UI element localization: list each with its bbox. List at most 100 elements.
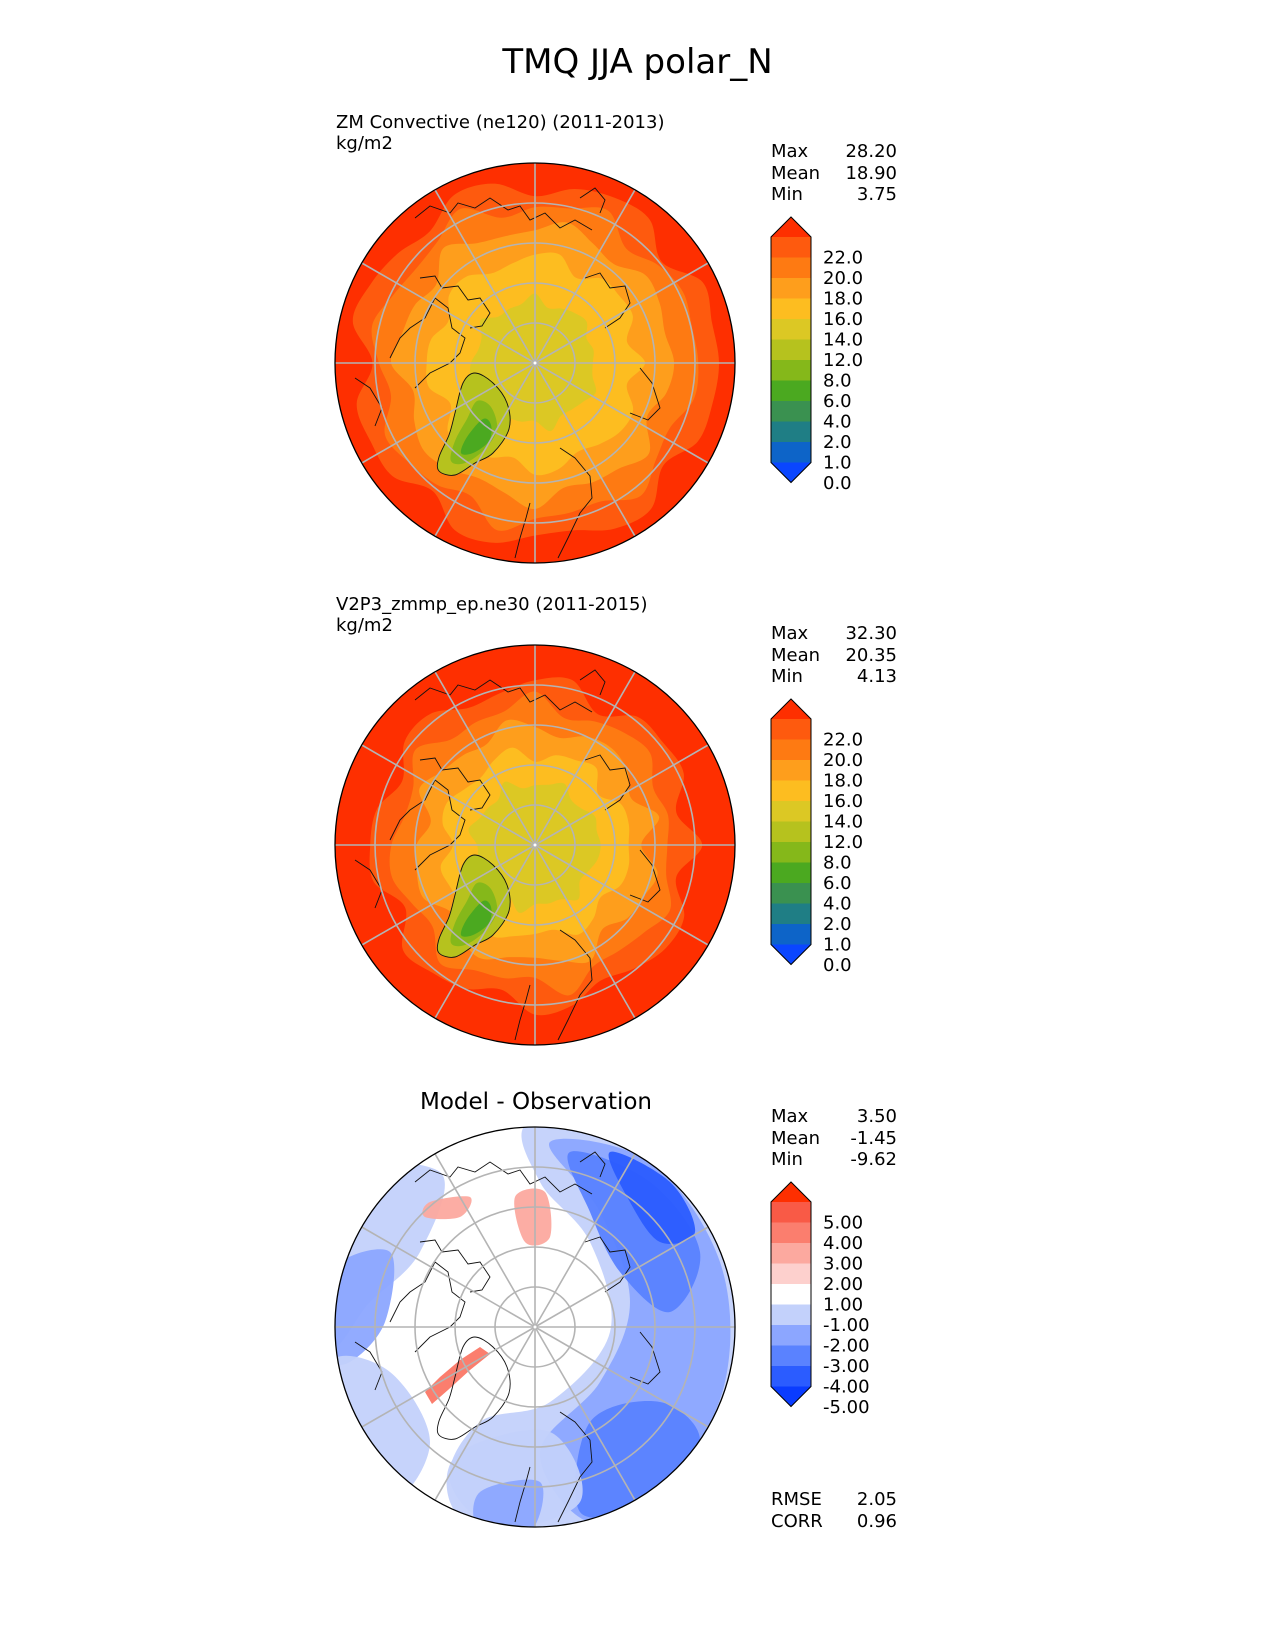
coastline xyxy=(584,272,631,329)
polar-map-test xyxy=(334,162,736,564)
colorbar-band xyxy=(771,442,811,464)
colorbar-tick-label: 2.0 xyxy=(823,914,852,935)
colorbar-tick-label: 1.0 xyxy=(823,935,852,956)
colorbar-tick-label: 20.0 xyxy=(823,268,863,289)
colorbar-tick-label: 12.0 xyxy=(823,350,863,371)
coastline xyxy=(579,187,606,214)
meridian-line xyxy=(534,844,709,946)
colorbar-band xyxy=(771,760,811,782)
colorbar-tick-label: 12.0 xyxy=(823,832,863,853)
coastline xyxy=(414,197,593,231)
colorbar-diff: 5.004.003.002.001.00-1.00-2.00-3.00-4.00… xyxy=(770,1181,870,1418)
colorbar-tick-label: -2.00 xyxy=(823,1336,870,1357)
meridian-line xyxy=(361,262,536,364)
coastline xyxy=(419,1239,491,1293)
colorbar-band xyxy=(771,237,811,259)
meridian-line xyxy=(361,1226,536,1328)
stat-mean: Mean 18.90 xyxy=(771,162,897,184)
meridian-line xyxy=(434,671,536,846)
coastline xyxy=(584,754,631,811)
colorbar-tick-label: 16.0 xyxy=(823,309,863,330)
panel-1-stats: Max 28.20 Mean 18.90 Min 3.75 xyxy=(771,141,897,206)
panel-3-title: Model - Observation xyxy=(419,1089,653,1115)
field-band xyxy=(567,1151,701,1313)
colorbar-band xyxy=(771,862,811,884)
field-band xyxy=(575,1401,701,1518)
meridian-line xyxy=(534,844,636,1019)
polar-map-ref xyxy=(334,644,736,1046)
meridian-line xyxy=(434,189,536,364)
coastline xyxy=(514,1466,531,1523)
stat-min: Min -9.62 xyxy=(771,1149,897,1170)
stat-max: Max 3.50 xyxy=(771,1106,897,1127)
colorbar-tick-label: 14.0 xyxy=(823,330,863,351)
map-boundary xyxy=(334,644,736,1046)
colorbar-tick-label: -5.00 xyxy=(823,1397,870,1418)
coastline xyxy=(436,372,511,476)
colorbar-band xyxy=(771,1243,811,1265)
colorbar-band xyxy=(771,780,811,802)
coastline xyxy=(436,1336,511,1440)
meridian-line xyxy=(361,844,536,946)
meridian-line xyxy=(534,1153,636,1328)
meridian-line xyxy=(534,1226,709,1328)
coastline xyxy=(557,1411,593,1523)
meridian-line xyxy=(434,362,536,537)
colorbar-tick-label: 8.0 xyxy=(823,853,852,874)
colorbar-band xyxy=(771,801,811,823)
stat-mean: Mean -1.45 xyxy=(771,1127,897,1149)
stat-max: Max 28.20 xyxy=(771,141,897,162)
colorbar-band xyxy=(771,842,811,864)
stat-max: Max 32.30 xyxy=(771,623,897,644)
coastline xyxy=(436,854,511,958)
colorbar-band xyxy=(771,401,811,423)
meridian-line xyxy=(534,1326,636,1501)
coastline xyxy=(414,679,593,713)
meridian-line xyxy=(534,1326,709,1428)
colorbar-band xyxy=(771,257,811,279)
colorbar-tick-label: 18.0 xyxy=(823,771,863,792)
coastline xyxy=(389,779,466,871)
colorbar-band xyxy=(771,278,811,300)
colorbar-band xyxy=(771,298,811,320)
colorbar-extend-min xyxy=(771,944,811,965)
coastline xyxy=(389,1261,466,1353)
colorbar-tick-label: 2.00 xyxy=(823,1274,863,1295)
colorbar-band xyxy=(771,1202,811,1224)
panel-2-stats: Max 32.30 Mean 20.35 Min 4.13 xyxy=(771,623,897,688)
colorbar-extend-min xyxy=(771,1386,811,1407)
colorbar-tick-label: 1.0 xyxy=(823,453,852,474)
colorbar-band xyxy=(771,380,811,402)
meridian-line xyxy=(534,362,709,464)
coastline xyxy=(514,984,531,1041)
colorbar-tick-label: 22.0 xyxy=(823,730,863,751)
colorbar-band xyxy=(771,1284,811,1306)
colorbar-band xyxy=(771,339,811,361)
panel-2-units: kg/m2 xyxy=(336,615,393,636)
coastline xyxy=(354,859,383,909)
colorbar-extend-min xyxy=(771,462,811,483)
colorbar-tick-label: -4.00 xyxy=(823,1377,870,1398)
stat-corr: CORR 0.96 xyxy=(771,1510,897,1532)
north-pole xyxy=(533,1325,537,1329)
coastline xyxy=(579,669,606,696)
colorbar-band xyxy=(771,1345,811,1367)
colorbar-tick-label: 5.00 xyxy=(823,1213,863,1234)
polar-map-diff xyxy=(334,1126,736,1528)
coastline xyxy=(419,757,491,811)
colorbar-extend-max xyxy=(771,1182,811,1202)
colorbar-band xyxy=(771,924,811,946)
colorbar-band xyxy=(771,821,811,843)
figure-title: TMQ JJA polar_N xyxy=(502,42,773,82)
meridian-line xyxy=(534,262,709,364)
colorbar-tick-label: 1.00 xyxy=(823,1295,863,1316)
panel-3-error-stats: RMSE 2.05 CORR 0.96 xyxy=(771,1489,897,1532)
stat-mean: Mean 20.35 xyxy=(771,644,897,666)
panel-3-stats: Max 3.50 Mean -1.45 Min -9.62 xyxy=(771,1106,897,1171)
colorbar-band xyxy=(771,421,811,443)
colorbar-band xyxy=(771,903,811,925)
meridian-line xyxy=(534,671,636,846)
colorbar-band xyxy=(771,1263,811,1285)
panel-2-title: V2P3_zmmp_ep.ne30 (2011-2015) xyxy=(336,594,648,615)
coastline xyxy=(557,447,593,559)
